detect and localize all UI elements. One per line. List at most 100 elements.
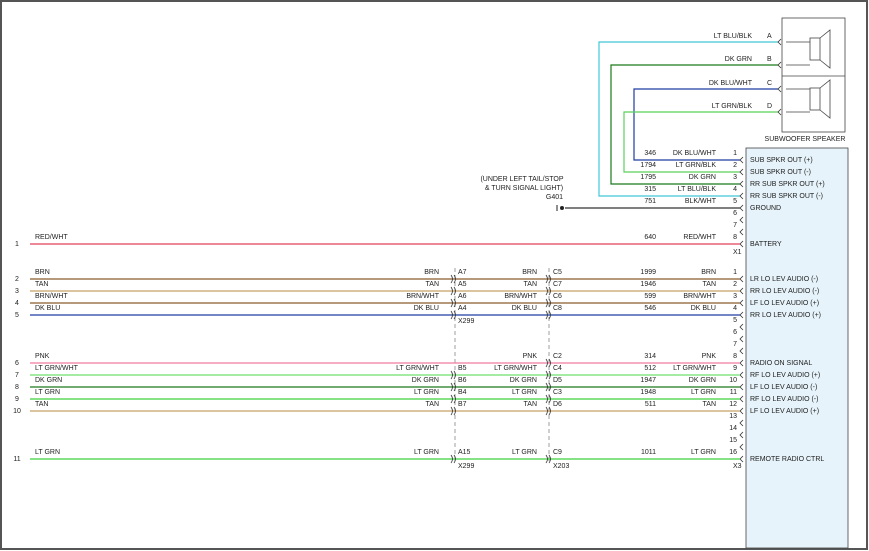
- wire: [633, 88, 778, 161]
- pin-number: 2: [733, 162, 737, 169]
- wire-label: RED/WHT: [683, 234, 716, 241]
- wire-label: DK BLU: [691, 305, 716, 312]
- wire: [623, 111, 778, 173]
- connector-pin: [545, 310, 551, 320]
- wire-label: LT BLU/BLK: [714, 33, 753, 40]
- pin-number: 6: [733, 329, 737, 336]
- pin-terminal: [739, 216, 744, 224]
- wire-label: DK GRN: [510, 377, 537, 384]
- wire-label: LT GRN/BLK: [676, 162, 717, 169]
- connector-pin-label: C6: [553, 293, 562, 300]
- pin-number: 1: [733, 150, 737, 157]
- ground-note: (UNDER LEFT TAIL/STOP & TURN SIGNAL LIGH…: [480, 176, 563, 201]
- connector-pin-label: A5: [458, 281, 467, 288]
- wire-label: LT GRN: [414, 449, 439, 456]
- pin-terminal: [739, 419, 744, 427]
- wire-label: BRN/WHT: [504, 293, 537, 300]
- connector-pin-label: C8: [553, 305, 562, 312]
- wire-label: LT GRN: [691, 389, 716, 396]
- wire-label: DK GRN: [35, 377, 62, 384]
- pin-function: RR SUB SPKR OUT (-): [750, 193, 823, 200]
- pin-terminal: [739, 335, 744, 343]
- connector-pin: [450, 394, 456, 404]
- circuit: 1011: [641, 449, 656, 456]
- wire-label: BRN/WHT: [35, 293, 68, 300]
- pin-function: SUB SPKR OUT (-): [750, 169, 811, 176]
- wire-label: PNK: [523, 353, 538, 360]
- wire-label: LT GRN/BLK: [712, 103, 753, 110]
- wire-label: BRN: [35, 269, 50, 276]
- circuit: 314: [644, 353, 656, 360]
- pin-number: 3: [733, 174, 737, 181]
- pin-function: LR LO LEV AUDIO (-): [750, 276, 818, 283]
- pin-number: 1: [733, 269, 737, 276]
- amplifier-module: [745, 147, 849, 549]
- pin-number: 7: [733, 222, 737, 229]
- circuit: 1947: [640, 377, 656, 384]
- pin-function: REMOTE RADIO CTRL: [750, 456, 824, 463]
- wire-label: TAN: [524, 281, 537, 288]
- connector-pin: [545, 454, 551, 464]
- wire-label: TAN: [426, 281, 439, 288]
- pin-function: SUB SPKR OUT (+): [750, 157, 813, 164]
- connector-label: X299: [458, 463, 474, 470]
- connector-pin-label: B4: [458, 389, 467, 396]
- connector-pin: [450, 382, 456, 392]
- pin-number: 4: [733, 186, 737, 193]
- pin-terminal: [777, 108, 782, 116]
- connector-pin: [450, 298, 456, 308]
- connector-pin-label: D5: [553, 377, 562, 384]
- connector-pin: [545, 382, 551, 392]
- pin-terminal: [739, 347, 744, 355]
- connector-pin: [545, 358, 551, 368]
- wire-label: LT GRN: [512, 389, 537, 396]
- wire-label: DK GRN: [412, 377, 439, 384]
- connector-label: X3: [733, 463, 742, 470]
- pin-terminal: [739, 168, 744, 176]
- connector-pin-label: C3: [553, 389, 562, 396]
- wire-label: BRN: [424, 269, 439, 276]
- wire-label: BLK/WHT: [685, 198, 717, 205]
- pin-function: RADIO ON SIGNAL: [750, 360, 812, 367]
- pin-number: 9: [733, 365, 737, 372]
- wire-label: BRN: [522, 269, 537, 276]
- pin-number: 14: [729, 425, 737, 432]
- connector-pin-label: C9: [553, 449, 562, 456]
- pin-function: RR SUB SPKR OUT (+): [750, 181, 825, 188]
- row-number: 7: [15, 372, 19, 379]
- connector-pin-label: D6: [553, 401, 562, 408]
- row-number: 10: [13, 408, 21, 415]
- wire-label: TAN: [35, 401, 48, 408]
- pin-function: GROUND: [750, 205, 781, 212]
- wire-label: DK BLU: [414, 305, 439, 312]
- pin-terminal: [739, 156, 744, 164]
- pin-terminal: [739, 192, 744, 200]
- pin-number: 8: [733, 353, 737, 360]
- pin-number: 10: [729, 377, 737, 384]
- connector-label: X299: [458, 318, 474, 325]
- circuit: 346: [644, 150, 656, 157]
- pin-function: RR LO LEV AUDIO (+): [750, 312, 821, 319]
- wire-label: TAN: [703, 281, 716, 288]
- connector-pin-label: C2: [553, 353, 562, 360]
- pin-terminal: [739, 443, 744, 451]
- circuit: 1946: [640, 281, 656, 288]
- pin-function: LF LO LEV AUDIO (+): [750, 408, 819, 415]
- connector-pin: [450, 286, 456, 296]
- row-number: 6: [15, 360, 19, 367]
- circuit: 315: [644, 186, 656, 193]
- circuit: 1948: [640, 389, 656, 396]
- wire-label: DK GRN: [689, 377, 716, 384]
- row-number: 4: [15, 300, 19, 307]
- ground-point: [560, 206, 564, 210]
- pin-function: RF LO LEV AUDIO (+): [750, 372, 820, 379]
- wire-label: DK GRN: [725, 56, 752, 63]
- row-number: 8: [15, 384, 19, 391]
- circuit: 1795: [640, 174, 656, 181]
- wire-label: LT BLU/BLK: [678, 186, 717, 193]
- wire-label: PNK: [702, 353, 717, 360]
- wire-label: BRN/WHT: [406, 293, 439, 300]
- wire-label: BRN/WHT: [683, 293, 716, 300]
- connector-pin-label: C5: [553, 269, 562, 276]
